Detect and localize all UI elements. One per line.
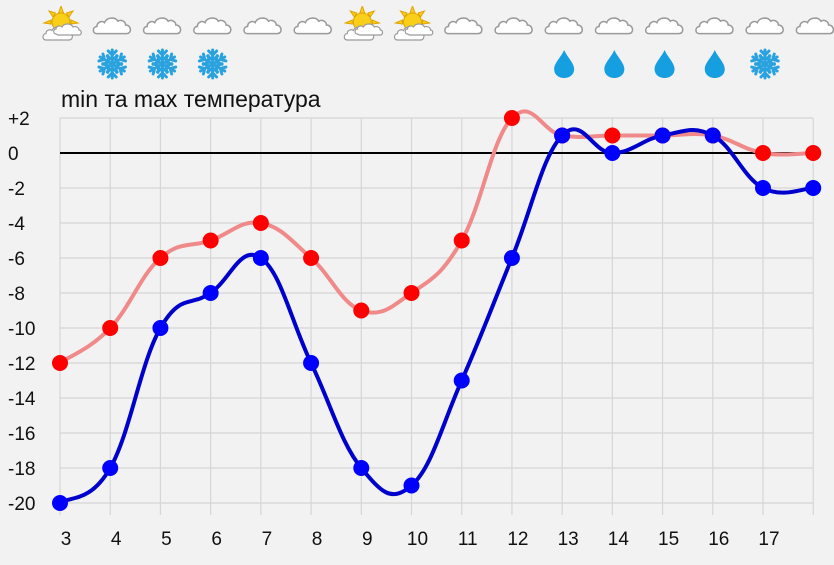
x-tick-label: 9 xyxy=(362,529,373,550)
sun-cloud-icon xyxy=(393,6,434,41)
y-tick-label: 0 xyxy=(8,144,19,165)
cloud-icon xyxy=(192,17,232,35)
series-lines xyxy=(52,109,822,511)
max-data-point xyxy=(805,145,822,161)
min-data-point xyxy=(52,495,68,511)
x-tick-label: 12 xyxy=(507,529,528,550)
y-tick-label: -10 xyxy=(8,319,35,340)
x-tick-label: 3 xyxy=(61,529,72,550)
min-data-point xyxy=(403,477,420,494)
cloud-icon xyxy=(494,17,533,35)
grid xyxy=(59,117,814,515)
min-data-point xyxy=(604,145,621,161)
cloud-icon xyxy=(293,17,333,35)
chart-title: min та max температура xyxy=(61,86,321,112)
cloud-icon xyxy=(544,17,584,35)
min-data-point xyxy=(303,355,320,371)
cloud-icon xyxy=(745,17,784,35)
min-data-point xyxy=(353,460,370,476)
y-tick-label: -12 xyxy=(8,354,35,375)
x-tick-label: 14 xyxy=(608,529,630,550)
x-tick-label: 4 xyxy=(111,529,122,550)
x-tick-label: 16 xyxy=(708,529,729,550)
raindrop-icon xyxy=(554,50,575,78)
x-tick-label: 15 xyxy=(658,529,679,550)
raindrop-icon xyxy=(704,50,725,78)
max-line xyxy=(58,109,816,365)
max-data-point xyxy=(52,355,68,371)
series-min xyxy=(52,127,822,511)
max-data-point xyxy=(503,110,520,126)
max-data-point xyxy=(102,320,119,336)
max-data-point xyxy=(303,250,320,266)
x-tick-label: 13 xyxy=(558,529,579,550)
snowflake-icon xyxy=(98,50,127,78)
max-data-point xyxy=(604,127,621,144)
snowflake-icon xyxy=(148,50,177,78)
y-tick-label: -4 xyxy=(8,214,25,235)
y-tick-label: -16 xyxy=(8,424,35,445)
cloud-icon xyxy=(142,17,182,35)
sky-icons-row xyxy=(42,6,834,41)
cloud-icon xyxy=(243,17,282,35)
x-tick-label: 17 xyxy=(758,529,779,550)
max-data-point xyxy=(152,250,169,266)
sun-cloud-icon xyxy=(343,6,384,41)
cloud-icon xyxy=(644,17,684,35)
y-axis-tick-labels: +2 0 -2 -4 -6 -8 -10 -12 -14 -16 -18 -20 xyxy=(8,109,36,515)
y-tick-label: -20 xyxy=(8,494,35,515)
snowflake-icon xyxy=(198,50,227,78)
min-data-point xyxy=(503,250,520,266)
x-tick-label: 5 xyxy=(161,529,172,550)
max-data-point xyxy=(353,302,370,319)
min-data-point xyxy=(202,285,219,301)
min-data-point xyxy=(704,127,721,144)
cloud-icon xyxy=(695,17,734,35)
x-tick-label: 7 xyxy=(262,529,273,550)
cloud-icon xyxy=(444,17,483,35)
max-data-point xyxy=(755,145,771,161)
snowflake-icon xyxy=(750,50,779,78)
min-data-point xyxy=(102,460,119,476)
y-tick-label: -2 xyxy=(8,179,25,200)
cloud-icon xyxy=(92,17,132,35)
min-data-point xyxy=(805,180,822,196)
x-tick-label: 11 xyxy=(458,529,478,550)
min-line xyxy=(58,127,816,505)
cloud-icon xyxy=(594,17,634,35)
max-data-point xyxy=(403,285,420,301)
min-data-point xyxy=(152,320,169,336)
min-data-point xyxy=(554,127,571,144)
cloud-icon xyxy=(795,17,834,35)
min-data-point xyxy=(755,180,771,196)
raindrop-icon xyxy=(604,50,625,78)
y-tick-label: -8 xyxy=(8,284,25,305)
x-tick-label: 10 xyxy=(407,529,428,550)
min-data-point xyxy=(654,127,671,144)
x-axis-tick-labels: 3 4 5 6 7 8 9 10 11 12 13 14 15 16 17 xyxy=(61,529,780,550)
precipitation-icons-row xyxy=(98,50,780,78)
max-data-point xyxy=(202,232,219,249)
y-tick-label: -6 xyxy=(8,249,25,270)
max-data-point xyxy=(453,232,470,249)
min-data-point xyxy=(252,250,269,266)
y-tick-label: -14 xyxy=(8,389,36,410)
max-data-point xyxy=(252,215,269,231)
x-tick-label: 8 xyxy=(312,529,323,550)
sun-cloud-icon xyxy=(42,6,82,41)
y-tick-label: -18 xyxy=(8,459,35,480)
y-tick-label: +2 xyxy=(8,109,30,130)
raindrop-icon xyxy=(654,50,675,78)
x-tick-label: 6 xyxy=(211,529,222,550)
min-data-point xyxy=(453,372,470,389)
